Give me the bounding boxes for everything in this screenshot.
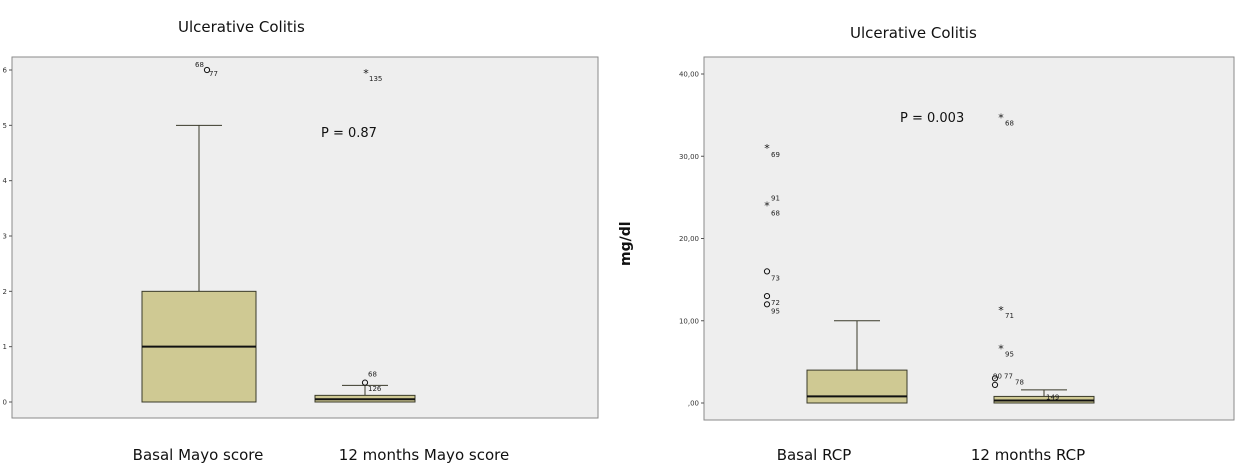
plot-frame [703,56,1235,421]
outlier-circle [991,381,999,389]
boxplot-left: 0 1 2 3 4 5 6 68 77 68 * 135 126 P = 0.87 [3,56,599,419]
plot-frame [11,56,599,419]
outlier-circle [991,375,999,382]
y-tick-label: 2 [3,288,7,296]
outlier-label: 95 [771,307,780,315]
outlier-label: 91 [771,195,780,203]
outlier-circle [763,292,771,300]
outlier-label: 77 [209,70,218,78]
x-category-label: Basal Mayo score [132,446,264,464]
outlier-label: 68 [195,61,204,69]
outlier-label: 126 [368,385,382,393]
chart-panel-right: Ulcerative Colitis mg/dl ,00 10,00 20,00 30… [610,0,1236,466]
x-category-label: 12 months Mayo score [338,446,510,464]
outlier-label: 69 [771,151,780,159]
p-value-annotation: P = 0.003 [900,111,964,126]
y-tick-label: 1 [3,343,7,351]
outlier-label: 95 [1005,351,1014,359]
outlier-label: 77 [1004,372,1013,380]
y-tick-label: 4 [3,177,8,185]
outlier-star: * [764,142,770,155]
outlier-star: * [998,304,1004,317]
outlier-star: * [764,200,770,213]
outlier-star: * [998,112,1004,125]
outlier-label: 72 [771,299,780,307]
outlier-circle [203,66,211,74]
outlier-circle [361,379,369,386]
p-value-annotation: P = 0.87 [321,126,377,141]
y-tick-label: 6 [3,67,8,75]
outlier-label: 71 [1005,312,1014,320]
outlier-star: * [998,343,1004,356]
x-category-label: Basal RCP [776,446,852,464]
y-tick-label: 0 [3,399,7,407]
outlier-label: 149 [1046,393,1059,401]
y-tick-label: ,00 [688,400,699,408]
outlier-label: 135 [369,75,382,83]
outlier-label: 68 [368,371,377,379]
box [806,369,908,404]
outlier-circle [763,301,771,308]
y-tick-label: 20,00 [679,235,699,243]
outlier-label: 78 [1015,378,1024,386]
outlier-label: 73 [771,274,780,282]
outlier-label: 68 [1005,120,1014,128]
chart-panel-left: Ulcerative Colitis 0 1 2 3 4 5 6 68 77 68 * 135 126 P… [0,0,600,466]
outlier-label: 90 [993,372,1002,380]
y-tick-label: 40,00 [679,71,699,79]
outlier-circle [763,268,771,275]
y-tick-label: 3 [3,233,7,241]
chart-title: Ulcerative Colitis [178,18,305,36]
outlier-label: 68 [771,210,780,218]
x-category-label: 12 months RCP [970,446,1086,464]
chart-title: Ulcerative Colitis [850,24,977,42]
outlier-star: * [363,67,369,80]
y-tick-label: 10,00 [679,317,699,325]
y-tick-label: 5 [3,122,7,130]
y-tick-label: 30,00 [679,153,699,161]
